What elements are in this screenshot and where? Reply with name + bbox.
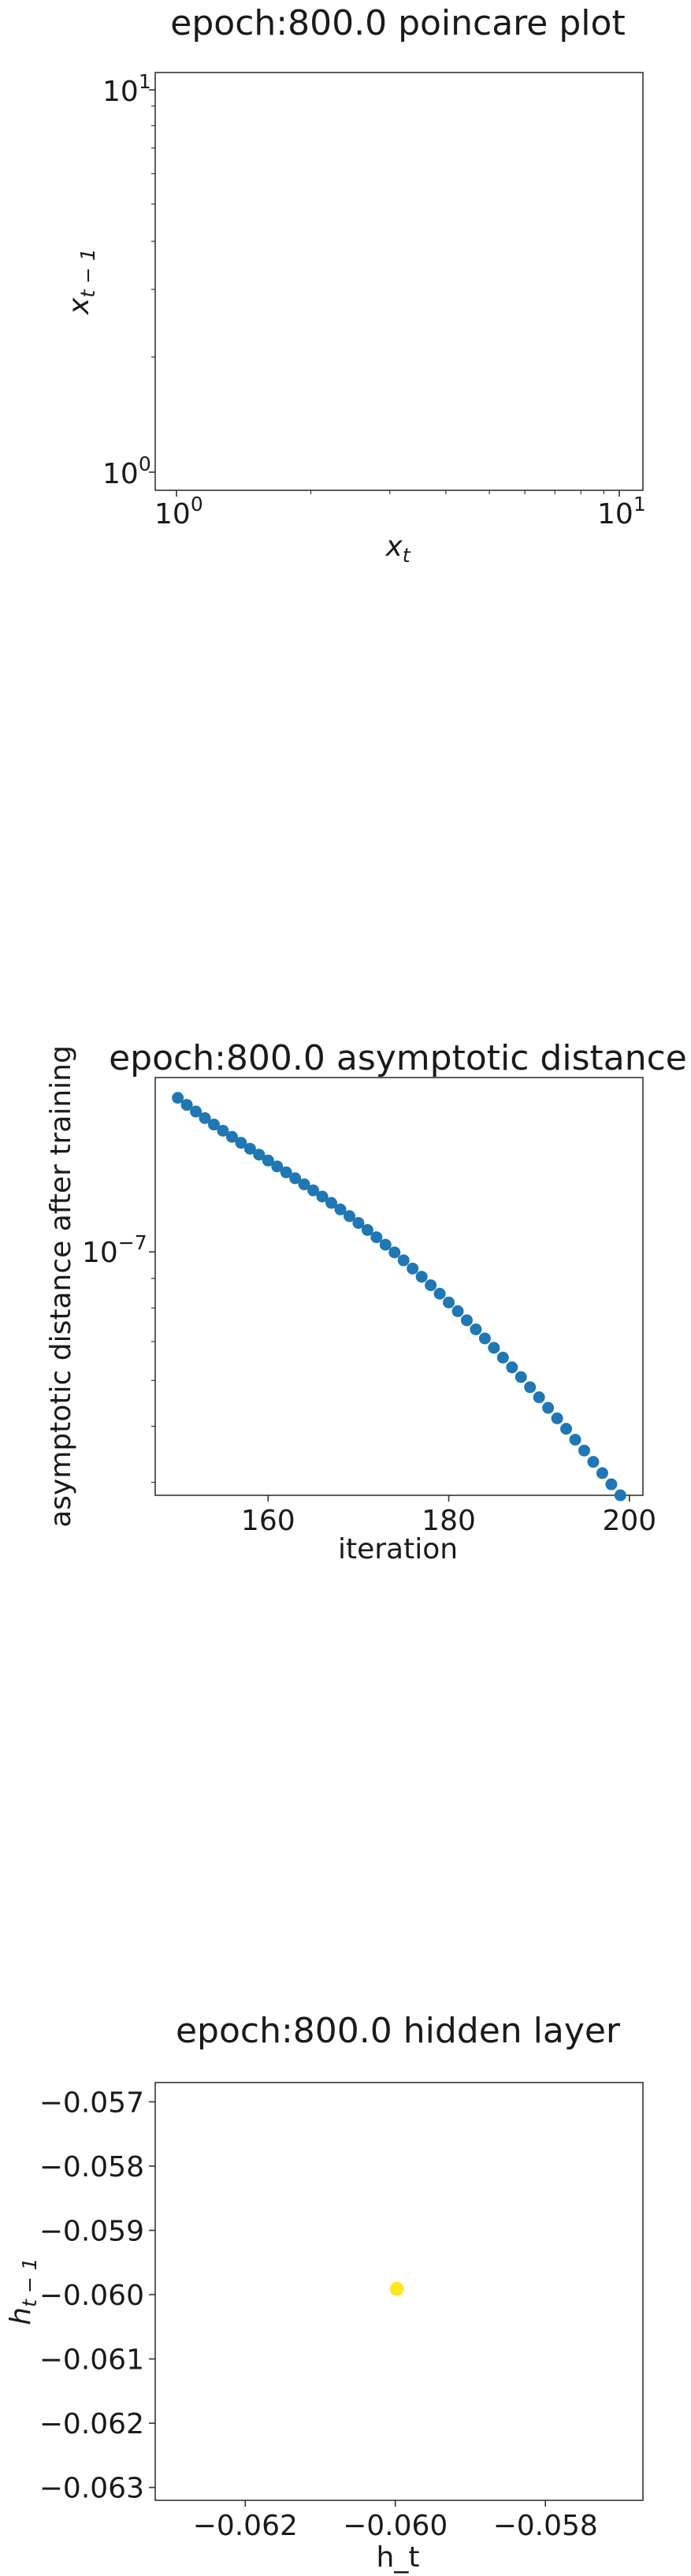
poincare-y-tick-1: 100	[102, 452, 155, 490]
data-point	[271, 1160, 284, 1173]
data-point	[533, 1391, 545, 1404]
data-point	[379, 1238, 392, 1251]
data-point	[433, 1287, 446, 1300]
data-point	[425, 1279, 437, 1291]
data-point	[614, 1489, 626, 1502]
asymptotic-y-tick-1e-7: 10−7	[82, 1231, 155, 1269]
x-tick-label: 160	[241, 1505, 295, 1537]
poincare-x-axis-label: xt	[385, 530, 411, 567]
hidden-y-ticks: −0.057 −0.058 −0.059 −0.060 −0.061 −0.062 −0.0…	[39, 2086, 155, 2505]
poincare-plot-frame	[154, 72, 644, 491]
asymptotic-x-ticks: 160 180 200	[241, 1495, 656, 1537]
hidden-y-axis-label: ht − 1	[5, 2258, 41, 2325]
asymptotic-y-axis-label: asymptotic distance after training	[45, 1045, 77, 1528]
asymptotic-minor-ticks	[151, 1278, 155, 1483]
data-point	[388, 1246, 401, 1259]
poincare-chart: epoch:800.0 poincare plot 100 101 100 10…	[63, 3, 646, 567]
data-point	[280, 1166, 292, 1178]
data-point	[488, 1342, 500, 1354]
data-point	[415, 1271, 428, 1283]
y-tick-label: −0.057	[39, 2086, 144, 2119]
data-point	[407, 1262, 419, 1275]
poincare-x-tick-1: 100	[154, 490, 203, 530]
data-point	[587, 1456, 600, 1469]
hidden-points	[389, 2281, 404, 2296]
data-point	[208, 1119, 221, 1131]
x-tick-label: −0.062	[193, 2510, 298, 2542]
poincare-y-tick-label: 101	[102, 70, 151, 108]
y-tick-label: −0.059	[39, 2216, 144, 2248]
data-point	[470, 1323, 482, 1335]
asymptotic-plot-frame	[154, 1077, 644, 1496]
data-point	[352, 1216, 365, 1229]
y-tick-label: −0.063	[39, 2473, 144, 2505]
data-point	[578, 1444, 590, 1457]
data-point	[542, 1402, 555, 1414]
data-point	[172, 1092, 184, 1104]
y-tick-label: −0.061	[39, 2344, 144, 2377]
poincare-y-tick-10: 101	[102, 70, 155, 108]
data-point	[506, 1361, 518, 1374]
asymptotic-y-tick-label: 10−7	[82, 1231, 147, 1269]
data-point	[316, 1190, 329, 1203]
data-point	[243, 1142, 256, 1155]
data-point	[370, 1231, 383, 1244]
data-point	[478, 1332, 491, 1345]
hidden-plot-frame	[154, 2082, 644, 2501]
data-point	[596, 1467, 608, 1480]
data-point	[569, 1433, 581, 1446]
data-point	[496, 1351, 509, 1364]
data-point	[289, 1172, 302, 1185]
poincare-minor-ticks	[151, 105, 604, 494]
y-tick-label: −0.062	[39, 2408, 144, 2440]
data-point	[217, 1124, 229, 1137]
poincare-x-tick-label: 101	[597, 493, 646, 530]
x-tick-label: 180	[422, 1505, 476, 1537]
data-point	[361, 1223, 373, 1236]
asymptotic-x-axis-label: iteration	[338, 1533, 458, 1565]
data-point	[397, 1254, 410, 1267]
data-point	[605, 1478, 618, 1491]
data-point	[307, 1184, 320, 1197]
data-point	[560, 1423, 573, 1435]
data-point	[235, 1137, 247, 1149]
data-point	[460, 1314, 473, 1327]
poincare-y-tick-label: 100	[102, 452, 151, 490]
data-point	[180, 1099, 193, 1111]
data-point	[298, 1178, 310, 1191]
hidden-layer-chart: epoch:800.0 hidden layer −0.057−0.058−0.…	[5, 2011, 644, 2574]
hidden-x-ticks: −0.062 −0.060 −0.058	[193, 2500, 598, 2542]
data-point	[515, 1371, 527, 1383]
hidden-title: epoch:800.0 hidden layer	[176, 2011, 621, 2051]
data-point	[262, 1154, 274, 1167]
poincare-x-tick-label: 100	[154, 493, 203, 530]
x-tick-label: −0.060	[343, 2510, 448, 2542]
poincare-x-tick-10: 101	[597, 490, 646, 530]
data-point	[524, 1381, 537, 1394]
data-point	[225, 1130, 238, 1143]
data-point	[190, 1105, 202, 1118]
poincare-title: epoch:800.0 poincare plot	[170, 3, 625, 43]
hidden-x-axis-label: h_t	[377, 2541, 420, 2574]
y-tick-label: −0.060	[39, 2280, 144, 2312]
asymptotic-title: epoch:800.0 asymptotic distance	[109, 1038, 687, 1078]
data-point	[443, 1296, 455, 1308]
data-point	[451, 1305, 464, 1317]
data-point	[334, 1203, 347, 1215]
x-tick-label: −0.058	[493, 2510, 598, 2542]
data-point	[343, 1210, 355, 1223]
data-point	[199, 1111, 211, 1124]
data-point	[551, 1412, 563, 1424]
x-tick-label: 200	[602, 1505, 656, 1537]
asymptotic-points	[172, 1092, 626, 1502]
poincare-y-axis-label: xt − 1	[63, 248, 99, 315]
data-point	[325, 1197, 338, 1209]
data-point	[389, 2281, 404, 2296]
asymptotic-distance-chart: epoch:800.0 asymptotic distance 10−7 160…	[45, 1038, 687, 1565]
y-tick-label: −0.058	[39, 2151, 144, 2183]
data-point	[253, 1148, 266, 1161]
